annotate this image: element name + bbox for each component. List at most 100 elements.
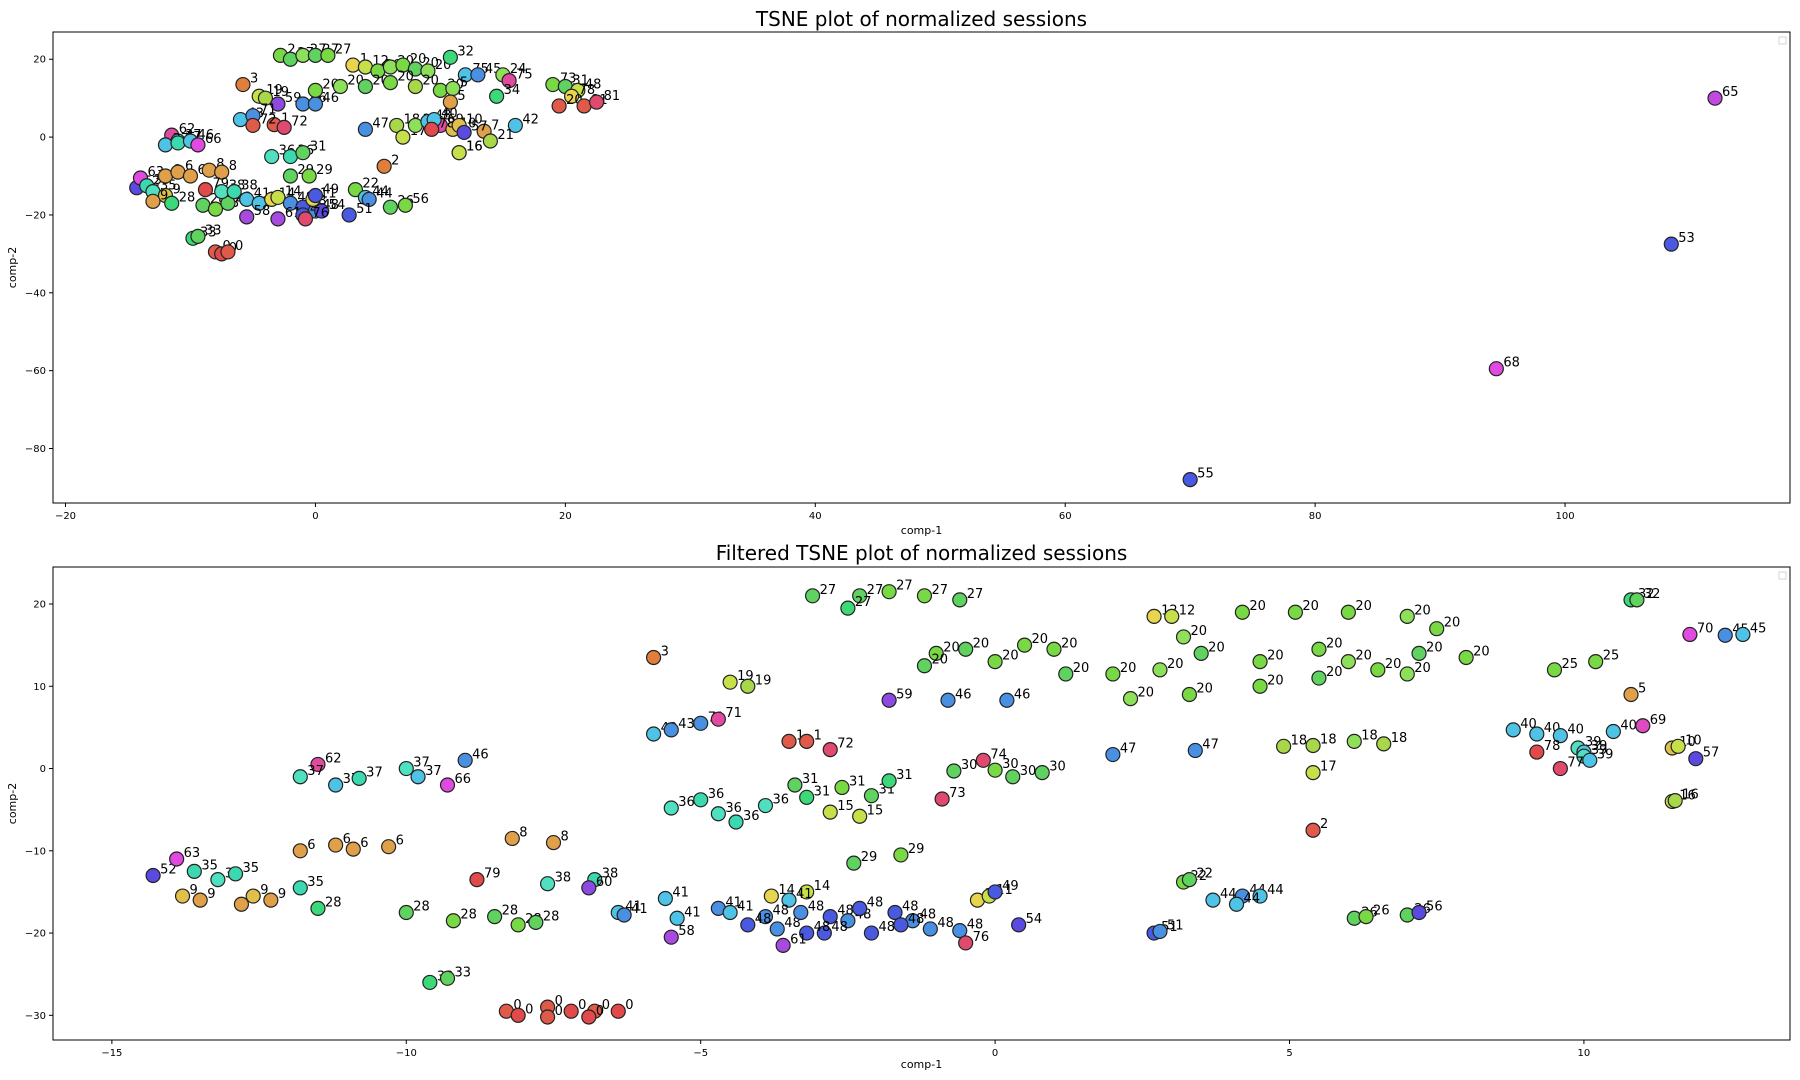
scatter-point [245,888,261,904]
y-axis-label: comp-2 [6,783,19,824]
plot-frame [52,31,1791,504]
scatter-point [332,78,349,95]
scatter-point [787,777,803,793]
point-label: 5 [1638,682,1646,697]
scatter-point [545,76,561,93]
point-label: 20 [397,70,414,85]
scatter-point [740,678,756,694]
scatter-point [169,851,185,867]
scatter-point [946,763,962,779]
point-label: 14 [285,184,302,199]
scatter-point [174,888,191,904]
point-label: 20 [1120,661,1137,676]
point-label: 20 [1414,603,1431,618]
point-label: 20 [931,653,948,668]
point-label: 24 [510,62,527,77]
scatter-point [1635,718,1651,734]
scatter-point [292,880,308,896]
scatter-point [1287,604,1303,620]
point-label: 2 [287,42,295,57]
scatter-point [893,917,909,933]
point-label: 20 [1326,636,1343,651]
point-label: 71 [260,103,277,118]
scatter-point [1340,604,1356,620]
point-label: 5 [457,89,465,104]
scatter-point [987,653,1003,670]
scatter-point [1046,641,1062,657]
point-label: 3 [250,72,258,87]
point-label: 36 [678,795,695,810]
point-label: 28 [325,895,342,910]
point-label: 76 [973,930,990,945]
scatter-point [1182,472,1198,488]
point-label: 16 [466,140,483,155]
point-label: 20 [1473,644,1490,659]
scatter-point [381,839,397,855]
point-label: 25 [1603,649,1620,664]
point-label: 15 [837,799,854,814]
scatter-point [347,182,364,198]
scatter-point [190,137,206,153]
scatter-point [975,752,991,768]
point-label: 37 [307,764,324,779]
point-label: 6 [343,832,351,847]
scatter-point [1399,608,1415,624]
point-label: 20 [1208,640,1225,655]
scatter-point [1707,90,1723,106]
scatter-point [310,756,326,773]
scatter-point [669,910,685,926]
point-label: 74 [990,747,1007,762]
point-label: 20 [1002,649,1019,664]
point-label: 40 [441,107,458,122]
scatter-point [987,884,1003,900]
scatter-point [407,78,423,95]
scatter-point [307,187,324,204]
scatter-point [420,63,436,79]
point-label: 72 [260,112,277,127]
point-label: 6 [197,163,205,178]
point-label: 3 [661,644,669,659]
scatter-point [357,78,374,95]
scatter-point [507,117,523,134]
point-label: 52 [160,862,177,877]
point-label: 51 [1167,918,1184,933]
point-label: 20 [422,73,439,88]
scatter-point [1488,361,1504,377]
scatter-point [693,792,709,808]
scatter-point [341,207,357,223]
point-label: 20 [1167,657,1184,672]
point-label: 71 [725,706,742,721]
scatter-point [545,834,562,851]
point-label: 30 [1002,757,1019,772]
point-label: 20 [1326,665,1343,680]
scatter-point [389,117,405,134]
scatter-point [245,117,261,134]
point-label: 48 [908,912,925,927]
scatter-point [958,641,974,657]
scatter-point [307,96,324,112]
point-label: 35 [243,861,260,876]
point-label: 21 [497,128,514,143]
scatter-point [1411,645,1427,661]
x-tick-label: 100 [1556,511,1575,522]
point-label: 41 [672,886,689,901]
point-label: 18 [1291,733,1308,748]
scatter-point [881,692,897,708]
point-label: 54 [329,198,346,213]
scatter-point [357,121,374,137]
point-label: 57 [471,119,488,134]
point-label: 66 [455,772,472,787]
point-label: 32 [1644,587,1661,602]
point-label: 63 [184,846,201,861]
point-label: 45 [1750,621,1767,636]
point-label: 20 [1267,673,1284,688]
scatter-point [432,82,448,98]
point-label: 29 [861,850,878,865]
scatter-point [292,843,308,859]
point-label: 38 [602,867,619,882]
scatter-point [501,73,517,89]
scatter-point [220,244,236,260]
point-label: 14 [814,879,831,894]
scatter-point [157,137,174,153]
point-label: 7 [491,118,499,133]
